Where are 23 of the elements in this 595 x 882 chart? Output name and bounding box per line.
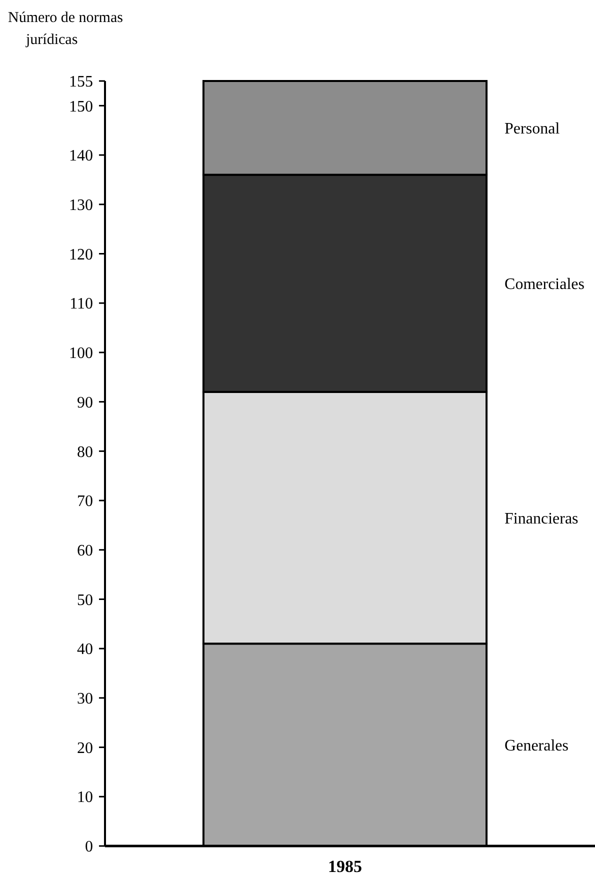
y-tick-label: 155 xyxy=(69,74,93,91)
y-tick-label: 150 xyxy=(69,98,93,116)
y-tick-label: 50 xyxy=(77,592,93,609)
y-tick-label: 100 xyxy=(69,345,93,362)
y-tick-label: 90 xyxy=(77,394,93,412)
series-label: Generales xyxy=(504,737,569,754)
y-tick-label: 140 xyxy=(69,148,93,165)
series-label: Comerciales xyxy=(504,276,585,293)
y-tick-label: 130 xyxy=(69,196,93,214)
y-tick-label: 40 xyxy=(77,641,93,658)
series-label: Financieras xyxy=(504,510,578,528)
x-tick-label: 1985 xyxy=(328,857,362,876)
y-tick-label: 20 xyxy=(77,740,93,757)
y-tick-label: 10 xyxy=(77,789,93,806)
y-tick-label: 70 xyxy=(77,493,93,510)
y-tick-label: 60 xyxy=(77,542,93,560)
y-tick-label: 80 xyxy=(77,444,93,461)
y-axis-title: Número de normas jurídicas xyxy=(8,10,124,48)
y-tick-label: 120 xyxy=(69,246,93,264)
series-label: Personal xyxy=(504,120,560,138)
y-tick-label: 110 xyxy=(70,296,93,313)
y-tick-label: 30 xyxy=(77,690,93,708)
y-tick-label: 0 xyxy=(85,838,93,856)
